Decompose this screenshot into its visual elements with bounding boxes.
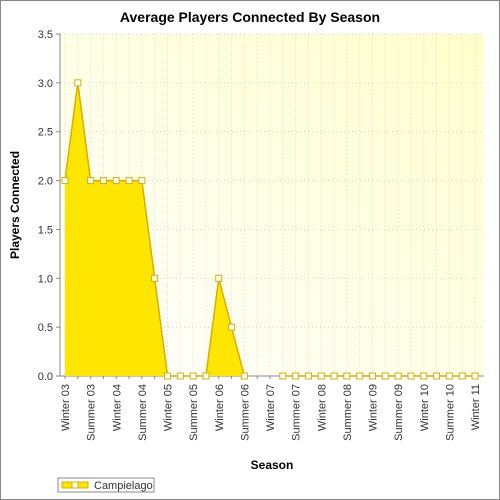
y-tick-label: 0.0 <box>38 371 53 383</box>
area <box>65 82 245 376</box>
y-tick-label: 2.0 <box>38 176 53 188</box>
point <box>215 274 223 282</box>
x-tick-label: Summer 05 <box>188 384 200 441</box>
point <box>112 177 120 185</box>
point <box>420 372 428 380</box>
x-tick-label: Winter 10 <box>419 384 431 431</box>
x-tick-label: Winter 06 <box>214 384 226 431</box>
x-tick-label: Summer 06 <box>239 384 251 441</box>
x-tick-label: Summer 09 <box>393 384 405 441</box>
point <box>61 177 69 185</box>
point <box>381 372 389 380</box>
point <box>356 372 364 380</box>
point <box>433 372 441 380</box>
point <box>87 177 95 185</box>
point <box>99 177 107 185</box>
y-tick-label: 3.0 <box>38 78 53 90</box>
x-tick-label: Winter 11 <box>470 384 482 430</box>
point <box>304 372 312 380</box>
point <box>151 274 159 282</box>
point <box>279 372 287 380</box>
point <box>74 79 82 87</box>
chart-title: Average Players Connected By Season <box>120 9 380 25</box>
point <box>330 372 338 380</box>
y-tick-label: 3.5 <box>38 29 53 41</box>
point <box>189 372 197 380</box>
x-tick-label: Summer 04 <box>137 384 149 441</box>
x-tick-label: Winter 03 <box>60 384 72 431</box>
x-tick-label: Summer 10 <box>444 384 456 441</box>
x-tick-label: Winter 04 <box>111 384 123 431</box>
point <box>240 372 248 380</box>
point <box>176 372 184 380</box>
point <box>164 372 171 380</box>
point <box>125 177 133 185</box>
legend-point <box>71 481 79 489</box>
point <box>138 177 146 185</box>
point <box>394 372 402 380</box>
point <box>407 372 415 380</box>
point <box>343 372 351 380</box>
legend-label: Campielago <box>94 480 153 492</box>
point <box>445 372 453 380</box>
point <box>458 372 466 380</box>
point <box>292 372 300 380</box>
x-tick-label: Winter 09 <box>368 384 380 431</box>
x-tick-label: Winter 08 <box>316 384 328 431</box>
x-tick-label: Summer 08 <box>342 384 354 441</box>
y-tick-label: 1.5 <box>38 224 53 236</box>
x-tick-label: Winter 07 <box>265 384 277 431</box>
x-tick-label: Winter 05 <box>163 384 175 431</box>
y-axis-title: Players Connected <box>8 151 22 259</box>
x-axis-title: Season <box>251 458 294 472</box>
x-tick-label: Summer 03 <box>86 384 98 441</box>
y-tick-label: 0.5 <box>38 322 53 334</box>
point <box>471 372 479 380</box>
y-tick-label: 2.5 <box>38 127 53 139</box>
x-tick-label: Summer 07 <box>291 384 303 441</box>
point <box>317 372 325 380</box>
point <box>228 323 236 331</box>
y-tick-label: 1.0 <box>38 273 53 285</box>
point <box>202 372 210 380</box>
point <box>369 372 376 380</box>
